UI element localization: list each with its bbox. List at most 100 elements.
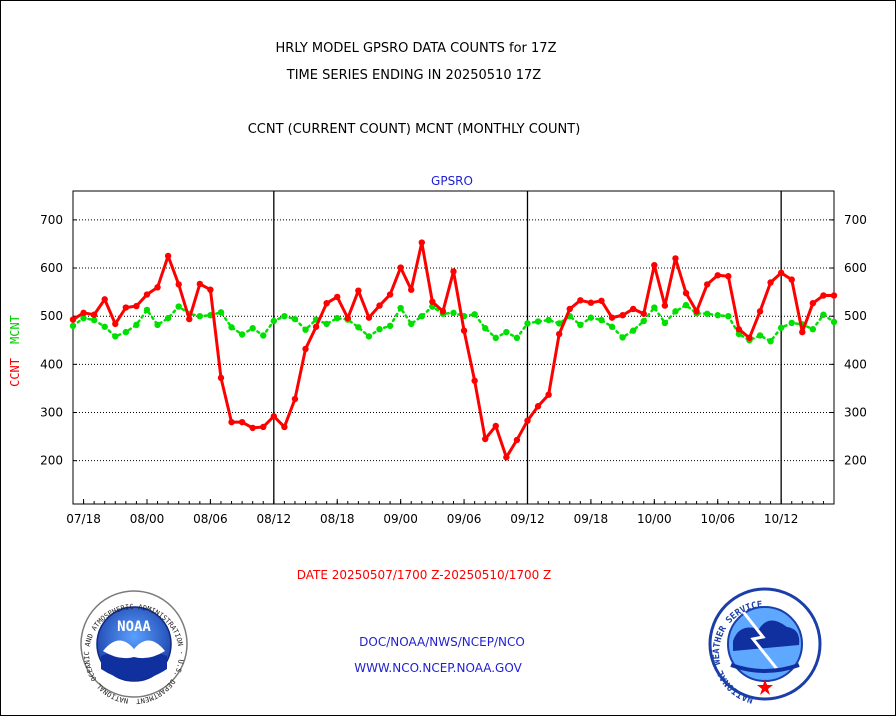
mcnt-point: [323, 320, 330, 328]
ccnt-point: [725, 273, 732, 280]
y-label-ccnt: CCNT: [8, 358, 22, 387]
mcnt-point: [101, 323, 108, 330]
mcnt-point: [714, 312, 721, 319]
mcnt-point: [450, 309, 457, 317]
y-tick-label-right: 500: [844, 309, 867, 323]
ccnt-point: [365, 314, 373, 321]
mcnt-point: [90, 316, 98, 324]
mcnt-point: [408, 320, 415, 328]
ccnt-point: [312, 323, 320, 330]
ccnt-point: [534, 403, 542, 410]
ccnt-point: [503, 454, 510, 461]
ccnt-point: [154, 284, 161, 291]
mcnt-point: [524, 320, 531, 327]
mcnt-point: [651, 304, 658, 311]
ccnt-point: [640, 310, 647, 317]
mcnt-point: [725, 313, 732, 320]
mcnt-point: [619, 334, 626, 341]
ccnt-point: [608, 314, 616, 321]
ccnt-point: [439, 308, 447, 315]
mcnt-point: [492, 334, 499, 342]
ccnt-point: [418, 239, 425, 246]
ccnt-point: [629, 305, 637, 313]
ccnt-point: [735, 326, 743, 333]
x-tick-label: 08/06: [193, 512, 228, 526]
mcnt-point: [217, 309, 225, 316]
x-tick-label: 10/06: [700, 512, 735, 526]
ccnt-point: [756, 308, 764, 315]
ccnt-point: [323, 299, 330, 307]
ccnt-point: [524, 417, 531, 424]
mcnt-point: [545, 316, 552, 324]
mcnt-point: [112, 333, 119, 340]
mcnt-point: [249, 325, 256, 332]
mcnt-point: [555, 320, 563, 327]
x-tick-label: 09/18: [574, 512, 609, 526]
footer-link-doc[interactable]: DOC/NOAA/NWS/NCEP/NCO: [359, 635, 525, 649]
mcnt-point: [608, 323, 616, 330]
x-tick-label: 10/00: [637, 512, 672, 526]
ccnt-point: [90, 311, 98, 318]
mcnt-point: [534, 318, 542, 325]
ccnt-point: [672, 255, 679, 262]
plot-area: 200 200 300 300 400 400 500 500 600 600 700 700 07/1…: [40, 190, 867, 526]
ccnt-point: [471, 377, 478, 384]
ccnt-point: [302, 345, 309, 353]
date-range-label: DATE 20250507/1700 Z-20250510/1700 Z: [297, 568, 552, 582]
ccnt-point: [186, 315, 193, 323]
ccnt-point: [820, 292, 827, 299]
mcnt-point: [281, 313, 288, 320]
ccnt-point: [492, 422, 499, 430]
x-tick-label: 09/06: [447, 512, 482, 526]
footer-link-nco[interactable]: WWW.NCO.NCEP.NOAA.GOV: [354, 661, 522, 675]
ccnt-point: [80, 309, 87, 317]
ccnt-point: [334, 293, 341, 301]
x-tick-label: 08/12: [257, 512, 292, 526]
mcnt-point: [471, 311, 478, 318]
y-tick-label-right: 400: [844, 357, 867, 371]
mcnt-point: [809, 326, 817, 333]
y-tick-label-left: 400: [40, 357, 63, 371]
mcnt-point: [122, 328, 130, 336]
ccnt-point: [260, 423, 267, 431]
mcnt-point: [260, 332, 267, 339]
ccnt-point: [397, 264, 404, 271]
ccnt-point: [682, 289, 690, 297]
ccnt-point: [291, 395, 299, 403]
mcnt-point: [302, 326, 309, 333]
plot-title: GPSRO: [431, 174, 473, 188]
y-tick-label-right: 300: [844, 406, 867, 420]
ccnt-point: [545, 391, 552, 398]
ccnt-point: [703, 281, 711, 288]
ccnt-point: [228, 418, 235, 426]
ccnt-point: [112, 320, 119, 328]
mcnt-point: [767, 338, 774, 345]
x-tick-label: 07/18: [66, 512, 101, 526]
plot-frame: [72, 190, 835, 505]
ccnt-point: [238, 418, 246, 426]
mcnt-point: [133, 321, 140, 329]
mcnt-point: [820, 311, 827, 318]
mcnt-point: [80, 314, 87, 322]
ccnt-point: [122, 304, 130, 311]
ccnt-point: [714, 272, 721, 279]
mcnt-point: [577, 321, 584, 329]
mcnt-point: [376, 326, 383, 333]
mcnt-point: [640, 317, 647, 325]
nws-logo[interactable]: NATIONAL WEATHER SERVICE: [708, 587, 822, 704]
ccnt-point: [788, 276, 795, 283]
ccnt-point: [408, 286, 415, 293]
mcnt-point: [788, 319, 795, 327]
ccnt-point: [661, 302, 669, 309]
ccnt-point: [143, 291, 151, 298]
mcnt-point: [598, 316, 605, 324]
series-ccnt: [69, 239, 838, 461]
x-tick-label: 10/12: [764, 512, 799, 526]
mcnt-point: [291, 315, 299, 323]
mcnt-point: [69, 322, 77, 330]
y-tick-label-right: 200: [844, 454, 867, 468]
ccnt-point: [777, 269, 785, 277]
ccnt-point: [809, 299, 817, 307]
noaa-logo[interactable]: NOAA NATIONAL OCEANIC AND ATMOSPHERIC AD…: [0, 0, 188, 705]
mcnt-point: [777, 324, 785, 331]
